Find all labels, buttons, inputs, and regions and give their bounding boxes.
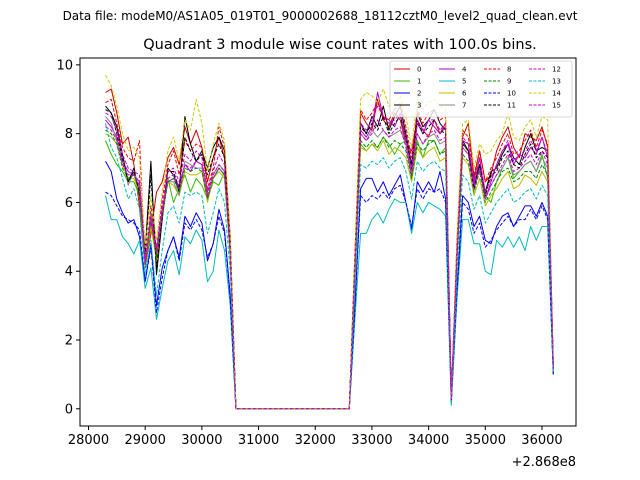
x-offset-label: +2.868e8: [512, 455, 576, 470]
x-axis: 28000 29000 30000 31000 32000 33000 34000 35000…: [68, 426, 563, 448]
plot-frame: [79, 57, 577, 427]
series-line-9: [105, 129, 554, 410]
legend-label-7: 7: [462, 102, 466, 110]
legend-label-9: 9: [507, 78, 511, 86]
y-tick-label: 6: [65, 196, 73, 211]
legend-label-10: 10: [507, 90, 516, 98]
legend-label-5: 5: [462, 78, 466, 86]
legend-label-1: 1: [417, 78, 421, 86]
x-tick-label: 34000: [408, 433, 449, 448]
legend-label-13: 13: [552, 78, 561, 86]
legend-label-12: 12: [552, 66, 561, 74]
x-tick-label: 28000: [68, 433, 109, 448]
x-tick-label: 32000: [295, 433, 336, 448]
y-tick-label: 8: [65, 127, 73, 142]
x-tick-label: 35000: [465, 433, 506, 448]
legend-label-3: 3: [417, 102, 421, 110]
series-line-15: [105, 119, 554, 410]
x-tick-label: 29000: [125, 433, 166, 448]
y-tick-label: 0: [65, 402, 73, 417]
plot-area: [80, 58, 576, 426]
x-tick-label: 33000: [351, 433, 392, 448]
legend-box: [389, 60, 573, 118]
y-tick-label: 2: [65, 334, 73, 349]
legend-label-11: 11: [507, 102, 516, 110]
x-tick-label: 36000: [521, 433, 562, 448]
legend-label-4: 4: [462, 66, 467, 74]
y-tick-label: 4: [65, 265, 73, 280]
legend-label-8: 8: [507, 66, 511, 74]
legend-label-2: 2: [417, 90, 421, 98]
series-line-10: [105, 184, 554, 410]
y-axis: 0 2 4 6 8 10: [56, 58, 80, 417]
series-layer: [105, 74, 554, 410]
figure-suptitle: Data file: modeM0/AS1A05_019T01_90000026…: [63, 9, 578, 23]
legend-label-0: 0: [417, 66, 421, 74]
x-tick-label: 30000: [181, 433, 222, 448]
legend-label-6: 6: [462, 90, 467, 98]
chart-title: Quadrant 3 module wise count rates with …: [143, 37, 537, 53]
y-tick-label: 10: [56, 58, 73, 73]
legend-label-14: 14: [552, 90, 561, 98]
legend-label-15: 15: [552, 102, 561, 110]
x-tick-label: 31000: [238, 433, 279, 448]
